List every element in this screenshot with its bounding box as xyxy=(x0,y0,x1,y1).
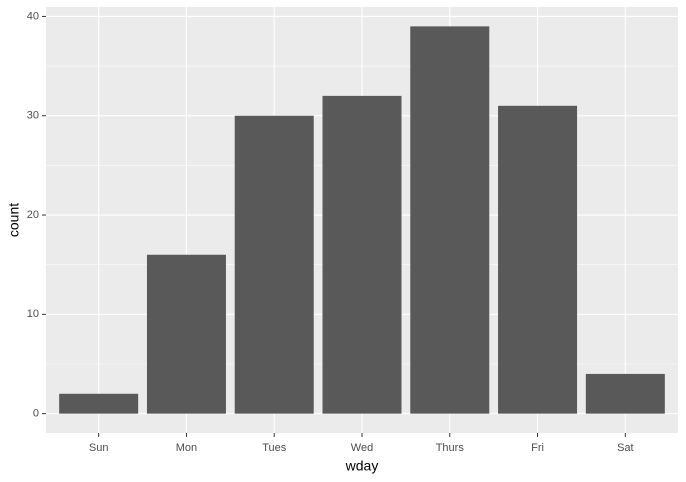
x-axis-title: wday xyxy=(345,458,379,474)
x-tick-label: Tues xyxy=(262,442,287,454)
y-tick-label: 0 xyxy=(33,408,39,420)
x-tick-label: Sat xyxy=(617,442,634,454)
y-tick-label: 20 xyxy=(27,209,39,221)
bar xyxy=(585,373,665,414)
y-tick-label: 30 xyxy=(27,110,39,122)
x-tick-label: Wed xyxy=(351,442,373,454)
x-tick-label: Mon xyxy=(176,442,197,454)
bar xyxy=(234,115,314,414)
bar xyxy=(498,105,578,414)
y-tick-label: 10 xyxy=(27,308,39,320)
x-tick-label: Thurs xyxy=(436,442,465,454)
y-axis-title: count xyxy=(6,203,22,237)
bar xyxy=(322,95,402,414)
bar xyxy=(410,26,490,414)
bar xyxy=(59,393,139,414)
y-tick-label: 40 xyxy=(27,10,39,22)
bar xyxy=(146,254,226,414)
x-tick-label: Fri xyxy=(531,442,544,454)
x-tick-label: Sun xyxy=(89,442,109,454)
